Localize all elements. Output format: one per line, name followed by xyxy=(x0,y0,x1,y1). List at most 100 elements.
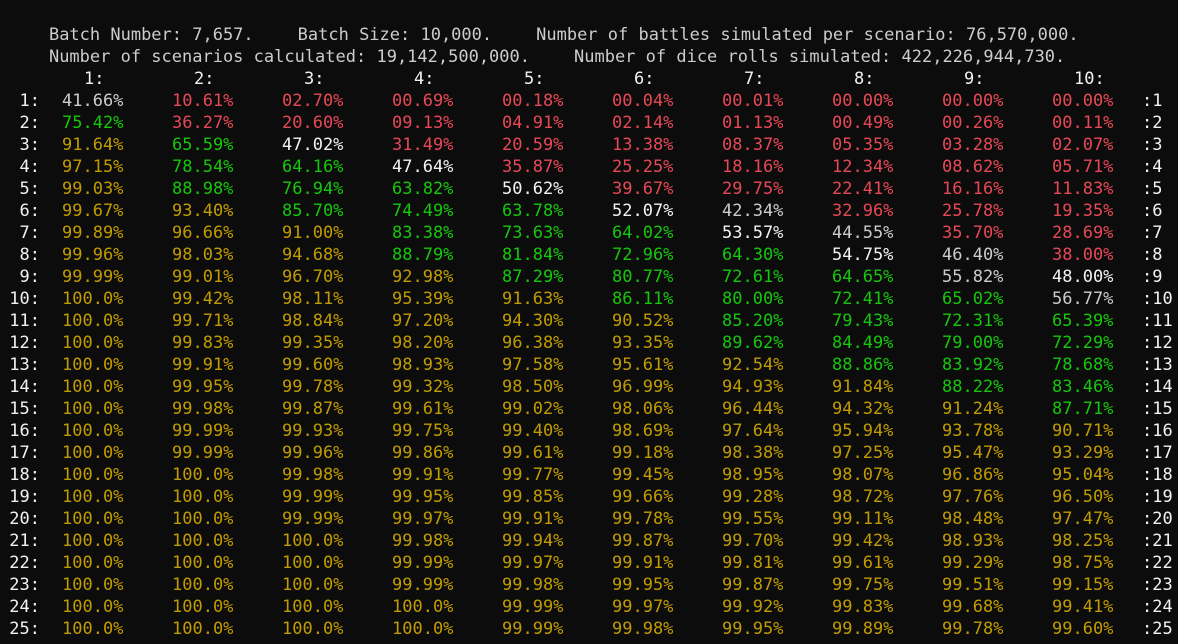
table-cell: 64.16% xyxy=(282,157,344,177)
table-cell: 99.61% xyxy=(832,553,894,573)
table-cell: 09.13% xyxy=(392,113,454,133)
table-cell: 94.32% xyxy=(832,399,894,419)
table-cell: 08.37% xyxy=(722,135,784,155)
table-cell: 100.0% xyxy=(62,443,124,463)
table-cell: 98.93% xyxy=(392,355,454,375)
column-header: 1: xyxy=(84,69,105,89)
table-cell: 99.91% xyxy=(502,509,564,529)
table-cell: 42.34% xyxy=(722,201,784,221)
table-cell: 99.60% xyxy=(1052,619,1114,639)
table-cell: 04.91% xyxy=(502,113,564,133)
table-cell: 99.96% xyxy=(62,245,124,265)
table-cell: 95.39% xyxy=(392,289,454,309)
row-label-left: 7: xyxy=(19,223,40,243)
row-label-right: :16 xyxy=(1142,421,1173,441)
row-label-right: :25 xyxy=(1142,619,1173,639)
table-cell: 46.40% xyxy=(942,245,1004,265)
table-cell: 99.18% xyxy=(612,443,674,463)
table-cell: 99.87% xyxy=(282,399,344,419)
table-cell: 13.38% xyxy=(612,135,674,155)
table-cell: 100.0% xyxy=(172,531,234,551)
table-cell: 93.35% xyxy=(612,333,674,353)
table-cell: 100.0% xyxy=(62,487,124,507)
header-line-2: Number of scenarios calculated: 19,142,5… xyxy=(8,24,1065,67)
table-cell: 99.78% xyxy=(942,619,1004,639)
table-cell: 56.77% xyxy=(1052,289,1114,309)
row-label-right: :10 xyxy=(1142,289,1173,309)
row-label-right: :14 xyxy=(1142,377,1173,397)
row-label-right: :21 xyxy=(1142,531,1173,551)
table-cell: 65.39% xyxy=(1052,311,1114,331)
column-header: 6: xyxy=(634,69,655,89)
table-cell: 99.03% xyxy=(62,179,124,199)
table-cell: 98.38% xyxy=(722,443,784,463)
table-cell: 100.0% xyxy=(282,597,344,617)
row-label-right: :22 xyxy=(1142,553,1173,573)
table-cell: 100.0% xyxy=(62,531,124,551)
table-cell: 73.63% xyxy=(502,223,564,243)
table-cell: 08.62% xyxy=(942,157,1004,177)
table-cell: 99.75% xyxy=(392,421,454,441)
table-cell: 99.11% xyxy=(832,509,894,529)
table-cell: 00.18% xyxy=(502,91,564,111)
table-cell: 99.42% xyxy=(172,289,234,309)
table-cell: 99.98% xyxy=(282,465,344,485)
table-cell: 99.87% xyxy=(612,531,674,551)
table-cell: 88.86% xyxy=(832,355,894,375)
table-cell: 50.62% xyxy=(502,179,564,199)
table-cell: 91.00% xyxy=(282,223,344,243)
table-cell: 98.48% xyxy=(942,509,1004,529)
table-cell: 99.99% xyxy=(172,421,234,441)
table-cell: 87.71% xyxy=(1052,399,1114,419)
battles-per-scenario-text: Number of battles simulated per scenario… xyxy=(536,25,1079,45)
table-cell: 72.41% xyxy=(832,289,894,309)
row-label-right: :20 xyxy=(1142,509,1173,529)
row-label-right: :18 xyxy=(1142,465,1173,485)
table-cell: 99.98% xyxy=(172,399,234,419)
table-cell: 100.0% xyxy=(172,487,234,507)
row-label-left: 1: xyxy=(19,91,40,111)
table-cell: 64.02% xyxy=(612,223,674,243)
row-label-left: 8: xyxy=(19,245,40,265)
row-label-left: 2: xyxy=(19,113,40,133)
table-cell: 99.83% xyxy=(172,333,234,353)
table-cell: 72.29% xyxy=(1052,333,1114,353)
table-cell: 88.22% xyxy=(942,377,1004,397)
table-cell: 90.71% xyxy=(1052,421,1114,441)
table-cell: 88.98% xyxy=(172,179,234,199)
table-cell: 00.00% xyxy=(832,91,894,111)
row-label-left: 16: xyxy=(9,421,40,441)
table-cell: 00.11% xyxy=(1052,113,1114,133)
table-cell: 99.99% xyxy=(392,553,454,573)
table-cell: 99.78% xyxy=(612,509,674,529)
row-label-left: 5: xyxy=(19,179,40,199)
row-label-right: :23 xyxy=(1142,575,1173,595)
table-cell: 38.00% xyxy=(1052,245,1114,265)
table-cell: 32.96% xyxy=(832,201,894,221)
column-header: 2: xyxy=(194,69,215,89)
table-cell: 100.0% xyxy=(62,311,124,331)
row-label-left: 13: xyxy=(9,355,40,375)
table-cell: 63.78% xyxy=(502,201,564,221)
table-cell: 100.0% xyxy=(62,575,124,595)
table-cell: 99.86% xyxy=(392,443,454,463)
table-cell: 100.0% xyxy=(392,597,454,617)
table-cell: 00.00% xyxy=(1052,91,1114,111)
table-cell: 99.67% xyxy=(62,201,124,221)
table-cell: 99.02% xyxy=(502,399,564,419)
table-cell: 72.31% xyxy=(942,311,1004,331)
row-label-left: 3: xyxy=(19,135,40,155)
table-cell: 63.82% xyxy=(392,179,454,199)
table-cell: 97.20% xyxy=(392,311,454,331)
table-cell: 00.04% xyxy=(612,91,674,111)
table-cell: 65.02% xyxy=(942,289,1004,309)
table-cell: 96.86% xyxy=(942,465,1004,485)
table-cell: 53.57% xyxy=(722,223,784,243)
table-cell: 100.0% xyxy=(282,619,344,639)
table-cell: 44.55% xyxy=(832,223,894,243)
table-cell: 98.25% xyxy=(1052,531,1114,551)
row-label-right: :13 xyxy=(1142,355,1173,375)
table-cell: 99.97% xyxy=(502,553,564,573)
row-label-right: :7 xyxy=(1142,223,1163,243)
